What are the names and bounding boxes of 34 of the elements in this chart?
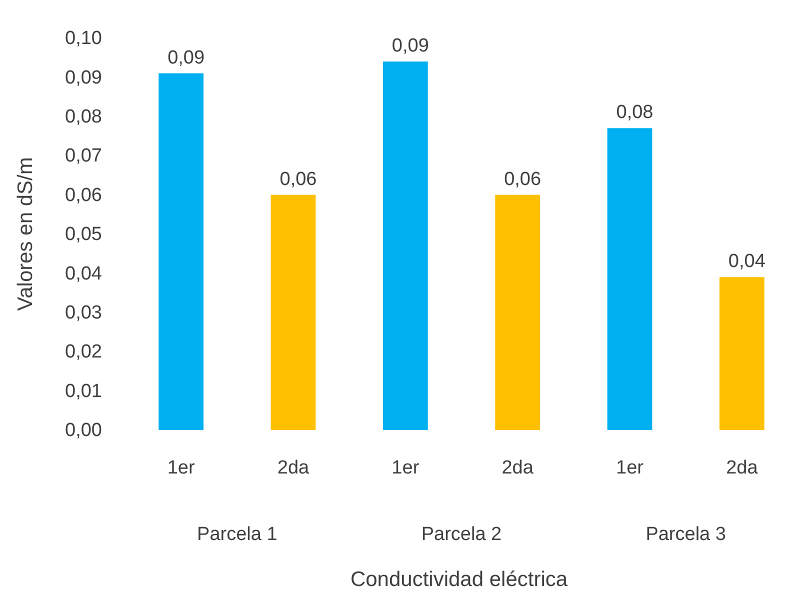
x-tick-label: 1er bbox=[392, 457, 420, 478]
y-tick-label: 0,03 bbox=[65, 302, 102, 324]
y-axis-title: Valores en dS/m bbox=[14, 157, 37, 311]
bar bbox=[270, 194, 316, 430]
data-label: 0,08 bbox=[616, 102, 654, 124]
data-label: 0,09 bbox=[392, 36, 429, 57]
x-tick-label: 1er bbox=[616, 457, 644, 478]
text: Parcela 2 bbox=[421, 524, 502, 545]
data-label: 0,06 bbox=[504, 168, 542, 190]
x-tick-label: 2da bbox=[502, 457, 534, 478]
y-tick-label: 0,02 bbox=[65, 342, 102, 363]
data-label: 0,06 bbox=[280, 168, 317, 190]
bar bbox=[607, 128, 652, 430]
x-axis-title: Conductividad eléctrica bbox=[350, 568, 568, 591]
text: Parcela 1 bbox=[197, 524, 278, 545]
y-tick-label: 0,10 bbox=[65, 28, 102, 50]
data-label: 0,09 bbox=[168, 47, 205, 68]
y-tick-label: 0,00 bbox=[65, 420, 102, 442]
y-tick-label: 0,09 bbox=[65, 67, 102, 88]
text: Parcela 3 bbox=[646, 524, 726, 545]
bar bbox=[382, 62, 428, 430]
y-tick-label: 0,08 bbox=[65, 106, 102, 128]
data-label: 0,04 bbox=[728, 251, 766, 272]
x-tick-label: 2da bbox=[726, 457, 758, 478]
bar bbox=[495, 194, 540, 430]
x-tick-label: 1er bbox=[167, 457, 196, 478]
y-tick-label: 0,01 bbox=[65, 380, 102, 402]
bar bbox=[719, 277, 764, 430]
y-tick-label: 0,04 bbox=[65, 263, 102, 284]
bar bbox=[158, 73, 204, 430]
x-tick-label: 2da bbox=[277, 457, 310, 478]
y-tick-label: 0,07 bbox=[65, 146, 102, 167]
y-tick-label: 0,06 bbox=[65, 184, 102, 206]
y-tick-label: 0,05 bbox=[65, 224, 102, 246]
